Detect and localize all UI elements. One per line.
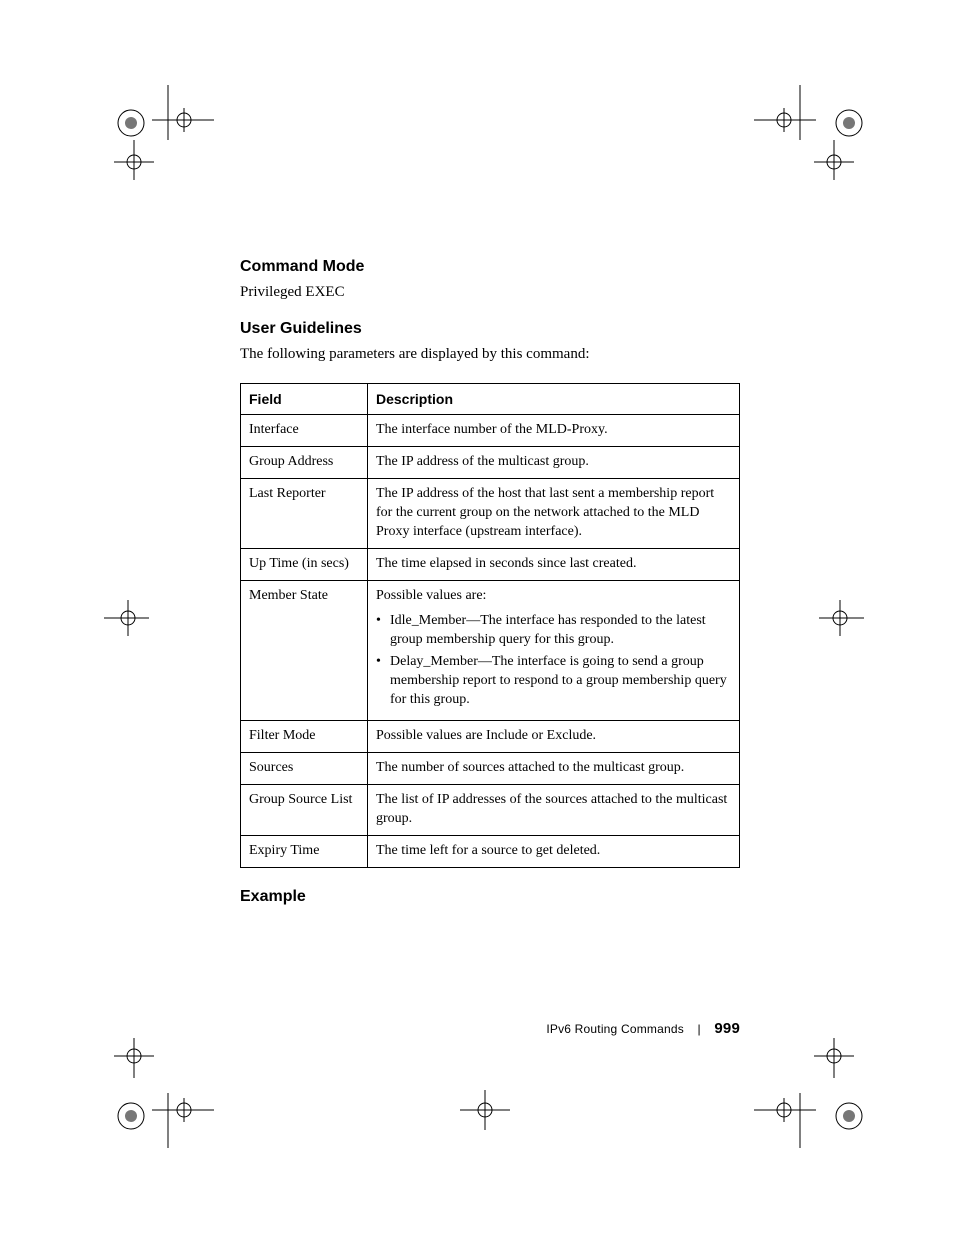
heading-user-guidelines: User Guidelines (240, 320, 740, 338)
page: Command Mode Privileged EXEC User Guidel… (0, 0, 954, 1235)
cell-desc: Possible values are: Idle_Member—The int… (368, 580, 740, 720)
printer-mark-top-right (754, 85, 864, 205)
th-description: Description (368, 383, 740, 415)
th-field: Field (241, 383, 368, 415)
table-row: Member State Possible values are: Idle_M… (241, 580, 740, 720)
cell-desc: The IP address of the multicast group. (368, 447, 740, 479)
cell-field: Interface (241, 415, 368, 447)
cell-field: Sources (241, 752, 368, 784)
footer-separator: | (697, 1022, 700, 1036)
table-row: Sources The number of sources attached t… (241, 752, 740, 784)
bullet-item: Delay_Member—The interface is going to s… (376, 653, 731, 710)
printer-mark-bottom-right (754, 1038, 864, 1158)
cell-field: Group Source List (241, 784, 368, 835)
printer-mark-mid-right (814, 598, 864, 638)
printer-mark-bottom-left (104, 1038, 214, 1158)
table-row: Expiry Time The time left for a source t… (241, 835, 740, 867)
cell-field: Group Address (241, 447, 368, 479)
cell-field: Member State (241, 580, 368, 720)
printer-mark-mid-left (104, 598, 154, 638)
table-header-row: Field Description (241, 383, 740, 415)
table-row: Group Address The IP address of the mult… (241, 447, 740, 479)
printer-mark-top-left (104, 85, 214, 205)
printer-mark-bottom-center (460, 1090, 510, 1130)
cell-desc: The list of IP addresses of the sources … (368, 784, 740, 835)
cell-field: Filter Mode (241, 721, 368, 753)
table-row: Group Source List The list of IP address… (241, 784, 740, 835)
parameters-table: Field Description Interface The interfac… (240, 383, 740, 868)
text-command-mode-body: Privileged EXEC (240, 282, 740, 302)
table-row: Filter Mode Possible values are Include … (241, 721, 740, 753)
footer-page-number: 999 (714, 1020, 740, 1037)
cell-desc: The interface number of the MLD-Proxy. (368, 415, 740, 447)
cell-desc-intro: Possible values are: (376, 587, 731, 606)
table-row: Interface The interface number of the ML… (241, 415, 740, 447)
cell-field: Up Time (in secs) (241, 548, 368, 580)
cell-desc: The number of sources attached to the mu… (368, 752, 740, 784)
cell-desc: The time elapsed in seconds since last c… (368, 548, 740, 580)
table-row: Last Reporter The IP address of the host… (241, 479, 740, 549)
page-footer: IPv6 Routing Commands | 999 (240, 1020, 740, 1037)
cell-desc: Possible values are Include or Exclude. (368, 721, 740, 753)
table-row: Up Time (in secs) The time elapsed in se… (241, 548, 740, 580)
text-user-guidelines-body: The following parameters are displayed b… (240, 344, 740, 364)
heading-example: Example (240, 888, 740, 906)
footer-chapter: IPv6 Routing Commands (546, 1022, 684, 1036)
cell-field: Last Reporter (241, 479, 368, 549)
cell-desc-bullets: Idle_Member—The interface has responded … (376, 612, 731, 710)
heading-command-mode: Command Mode (240, 258, 740, 276)
page-content: Command Mode Privileged EXEC User Guidel… (240, 258, 740, 912)
cell-desc: The IP address of the host that last sen… (368, 479, 740, 549)
cell-desc: The time left for a source to get delete… (368, 835, 740, 867)
cell-field: Expiry Time (241, 835, 368, 867)
bullet-item: Idle_Member—The interface has responded … (376, 612, 731, 650)
